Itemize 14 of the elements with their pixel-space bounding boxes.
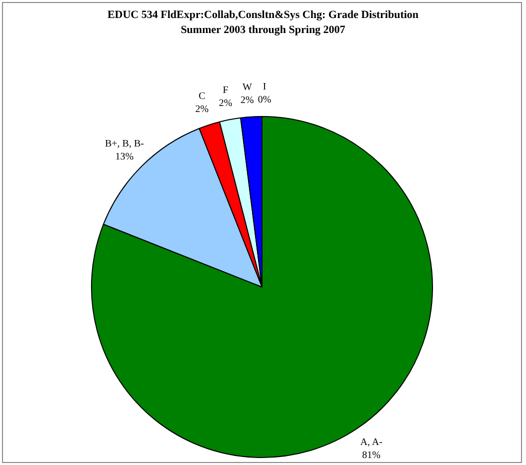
data-label: 81% <box>362 450 380 461</box>
slice-label: B+, B, B- <box>104 138 144 150</box>
slice-label: A, A- <box>360 436 382 448</box>
slice-label: C <box>198 91 206 102</box>
text: 0% <box>258 94 272 106</box>
chart-subtitle: Summer 2003 through Spring 2007 <box>180 23 346 38</box>
data-label: 2% <box>195 104 209 116</box>
slice-label: F <box>222 84 229 96</box>
data-label: 2% <box>240 94 254 106</box>
category-label: I <box>262 82 266 92</box>
data-label: 2% <box>218 98 232 109</box>
data-label: 13% <box>115 151 134 162</box>
slice-label: W <box>242 82 252 93</box>
chart-title: EDUC 534 FldExpr:Collab,Consltn&Sys Chg: Grade Distribution <box>106 8 420 23</box>
